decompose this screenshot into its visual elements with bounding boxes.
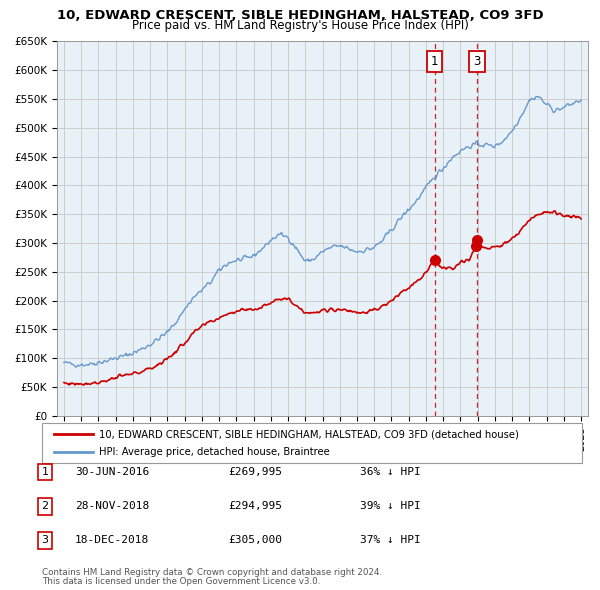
Text: 18-DEC-2018: 18-DEC-2018 [75, 536, 149, 545]
Text: 1: 1 [41, 467, 49, 477]
Text: 37% ↓ HPI: 37% ↓ HPI [360, 536, 421, 545]
Text: HPI: Average price, detached house, Braintree: HPI: Average price, detached house, Brai… [99, 447, 330, 457]
Text: 30-JUN-2016: 30-JUN-2016 [75, 467, 149, 477]
Text: 3: 3 [473, 55, 481, 68]
Text: 2: 2 [41, 502, 49, 511]
Text: 28-NOV-2018: 28-NOV-2018 [75, 502, 149, 511]
Text: £294,995: £294,995 [228, 502, 282, 511]
Text: 3: 3 [41, 536, 49, 545]
Text: 10, EDWARD CRESCENT, SIBLE HEDINGHAM, HALSTEAD, CO9 3FD (detached house): 10, EDWARD CRESCENT, SIBLE HEDINGHAM, HA… [99, 430, 519, 440]
Text: This data is licensed under the Open Government Licence v3.0.: This data is licensed under the Open Gov… [42, 578, 320, 586]
Text: £269,995: £269,995 [228, 467, 282, 477]
Text: 1: 1 [431, 55, 439, 68]
Text: 10, EDWARD CRESCENT, SIBLE HEDINGHAM, HALSTEAD, CO9 3FD: 10, EDWARD CRESCENT, SIBLE HEDINGHAM, HA… [56, 9, 544, 22]
Text: 39% ↓ HPI: 39% ↓ HPI [360, 502, 421, 511]
Text: Price paid vs. HM Land Registry's House Price Index (HPI): Price paid vs. HM Land Registry's House … [131, 19, 469, 32]
Text: Contains HM Land Registry data © Crown copyright and database right 2024.: Contains HM Land Registry data © Crown c… [42, 568, 382, 577]
Text: £305,000: £305,000 [228, 536, 282, 545]
Text: 36% ↓ HPI: 36% ↓ HPI [360, 467, 421, 477]
